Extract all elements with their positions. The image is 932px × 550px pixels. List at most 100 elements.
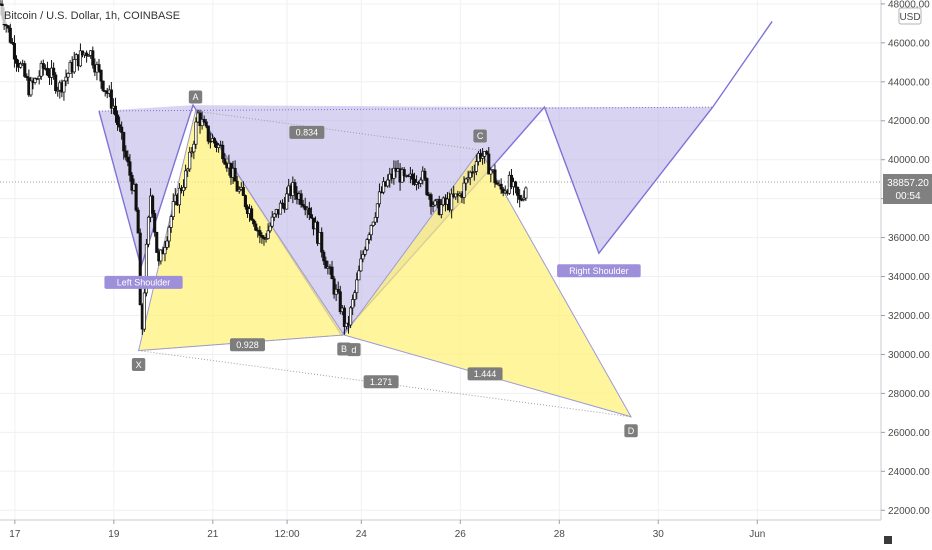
candle-body (361, 254, 365, 260)
candle-body (382, 181, 386, 193)
candle-body (4, 24, 8, 27)
shoulder-label-text: Left Shoulder (117, 278, 171, 288)
head-and-shoulders-outline[interactable] (98, 21, 773, 337)
candle-body (474, 161, 478, 172)
candle-body (87, 55, 91, 57)
right-shoulder-area (544, 107, 713, 254)
logo-icon (884, 536, 892, 544)
candle-body (184, 170, 188, 188)
candle-body (151, 195, 155, 214)
candle-body (25, 76, 29, 78)
candle-body (499, 183, 503, 190)
candle-body (285, 193, 289, 210)
candle-body (481, 155, 485, 159)
candle-body (223, 158, 227, 165)
candle-body (464, 178, 468, 184)
candle-body (522, 197, 526, 200)
candle-body (206, 125, 210, 142)
candle-body (144, 243, 148, 294)
currency-button[interactable]: USD (898, 7, 922, 25)
candle-body (252, 219, 256, 225)
candle-body (450, 193, 454, 211)
candle-body (212, 138, 217, 144)
candle-body (478, 152, 483, 159)
price-axis[interactable]: 22000.00 24000.00 26000.00 28000.00 30000.00… (880, 0, 932, 520)
candle-body (45, 67, 49, 76)
candle-body (270, 216, 274, 227)
head-area (193, 105, 545, 335)
ratio-label: 0.928 (229, 338, 265, 352)
candle-body (169, 216, 173, 228)
candle-body (235, 180, 239, 192)
candle-body (489, 169, 493, 175)
candle-body (118, 124, 122, 128)
candle-body (363, 249, 367, 255)
last-price-tag: 38857.20 00:54 (883, 174, 932, 204)
pattern-labels: X A B C D 0.834 0.928 1.271 1.444 Left Shoulder Ri… (104, 90, 641, 438)
ratio-label-box (229, 338, 265, 352)
candle-body (301, 204, 305, 207)
point-label-x-box (131, 358, 146, 372)
candle-body (23, 63, 27, 77)
candle-body (138, 232, 142, 306)
last-price-tag-box (883, 174, 932, 204)
candle-body (250, 208, 254, 221)
last-price-label: 38857.20 (887, 178, 929, 189)
candle-body (373, 216, 377, 223)
time-axis[interactable]: 17 19 21 12:00 24 26 28 30 Jun (0, 519, 932, 550)
candle-body (8, 27, 12, 43)
point-label-c: C (473, 129, 487, 143)
shoulder-label-box (557, 264, 641, 278)
shoulder-label-box (104, 275, 183, 289)
candle-body (254, 223, 258, 231)
candle-body (243, 195, 247, 208)
candle-body (97, 64, 101, 71)
candle-body (425, 178, 429, 195)
point-label-b-text: B (341, 344, 347, 354)
candle-body (126, 156, 130, 163)
candle-body (85, 52, 89, 57)
candle-body (516, 186, 520, 196)
candle-body (113, 105, 118, 116)
candle-body (109, 89, 113, 109)
candle-body (39, 63, 43, 77)
chart-header: Bitcoin / U.S. Dollar, 1h, COINBASE (0, 6, 180, 24)
candle-body (357, 270, 361, 281)
candle-body (12, 43, 16, 60)
candle-body (367, 234, 371, 240)
price-axis-background (881, 0, 932, 520)
candle-body (268, 225, 272, 232)
candle-body (115, 114, 120, 126)
candle-body (369, 225, 373, 236)
chart-title: Bitcoin / U.S. Dollar, 1h, COINBASE (4, 10, 180, 22)
candle-body (221, 144, 225, 160)
ratio-label-text: 1.271 (370, 377, 393, 387)
candle-body (330, 266, 334, 280)
ratio-label: 0.834 (289, 125, 325, 139)
candle-body (120, 126, 124, 133)
ratio-label-box (363, 375, 399, 389)
ratio-label-text: 0.834 (296, 128, 319, 138)
candle-body (468, 171, 472, 179)
y-tick-label: 40000.00 (888, 155, 930, 166)
candle-body (266, 230, 270, 239)
candle-body (19, 63, 23, 68)
candle-body (433, 200, 437, 206)
ratio-label-box (467, 367, 503, 381)
candle-body (159, 249, 163, 262)
candle-body (338, 291, 342, 313)
ratio-label: 1.444 (467, 367, 503, 381)
time-axis-background (0, 520, 932, 550)
candle-body (188, 151, 192, 170)
candle-body (351, 299, 355, 309)
candle-body (439, 204, 443, 215)
point-label-d: D (624, 424, 638, 438)
candle-body (54, 74, 58, 91)
candle-body (181, 186, 186, 192)
candle-body (419, 179, 423, 184)
candle-body (462, 182, 466, 198)
candle-body (52, 67, 56, 76)
candle-body (365, 239, 369, 251)
marker-label-text: d (351, 345, 356, 355)
